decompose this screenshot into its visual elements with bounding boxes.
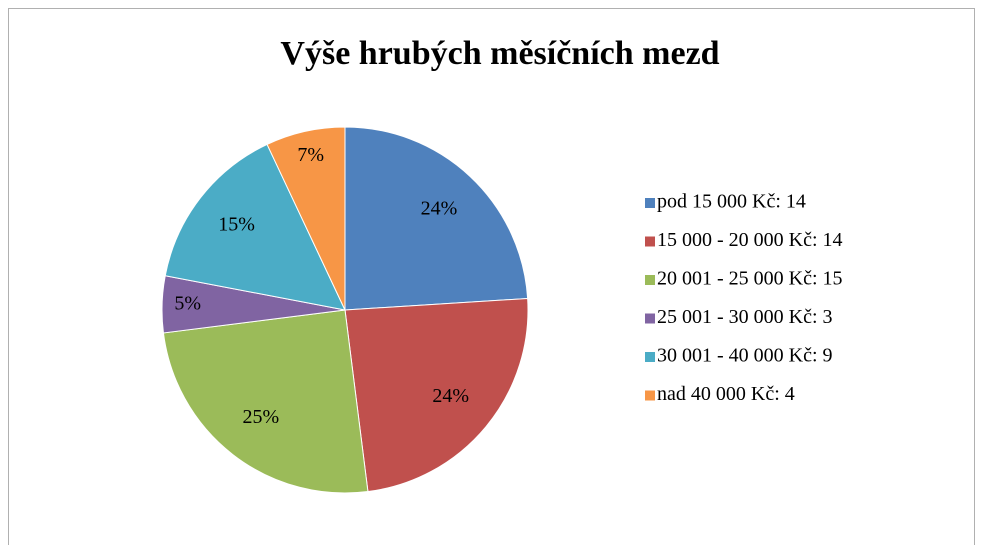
legend-swatch	[645, 275, 655, 285]
data-label: 15%	[218, 213, 255, 235]
legend-label: 25 001 - 30 000 Kč: 3	[657, 306, 833, 328]
legend-swatch	[645, 390, 655, 401]
legend-swatch	[645, 352, 655, 362]
data-label: 25%	[243, 406, 280, 428]
chart-title: Výše hrubých měsíčních mezd	[280, 35, 719, 72]
legend-label: nad 40 000 Kč: 4	[657, 383, 795, 405]
legend-label: 20 001 - 25 000 Kč: 15	[657, 268, 843, 290]
legend-label: pod 15 000 Kč: 14	[657, 191, 806, 213]
data-label: 5%	[174, 293, 201, 315]
legend-label: 15 000 - 20 000 Kč: 14	[657, 229, 843, 251]
legend-label: 30 001 - 40 000 Kč: 9	[657, 345, 833, 367]
data-label: 24%	[421, 198, 458, 220]
pie-slice	[344, 297, 529, 493]
pie-slice	[344, 126, 529, 311]
pie-slice	[162, 309, 369, 494]
pie-slice	[266, 126, 346, 311]
data-label: 7%	[297, 144, 324, 166]
data-label: 24%	[432, 385, 469, 407]
legend-swatch	[645, 198, 655, 208]
legend-swatch	[645, 236, 655, 247]
pie-slice	[164, 143, 346, 311]
legend-swatch	[645, 313, 655, 324]
